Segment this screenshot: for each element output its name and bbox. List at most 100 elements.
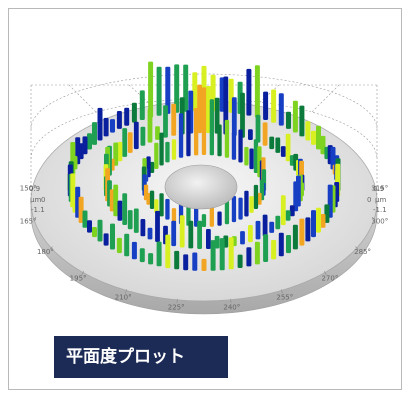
angle-tick [125,289,128,294]
right-scale-mid: 0 [367,196,371,204]
ring-1-bar [165,141,170,163]
ring-3-bar [174,64,180,113]
ring-2-bar [214,235,220,249]
ring-2-bar [275,215,281,230]
ring-1-bar [244,146,249,166]
angle-label: 285° [354,248,371,256]
ring-1-bar [224,119,230,158]
angle-tick [49,246,53,250]
left-scale-unit: µm [30,196,41,204]
ring-1-bar [149,161,155,173]
ring-2-bar [155,126,160,140]
ring-3-bar [299,105,305,137]
ring-2-bar [147,227,153,240]
angle-labels: 315° 300° 285° 270° 255° 240° 225° 210° 195° 180°… [20,185,388,312]
ring-1-bar [238,197,243,220]
ring-2-bar [255,114,261,143]
angle-label: 210° [115,294,132,302]
ring-3-bar [148,253,154,265]
angle-tick [323,271,327,275]
angle-label: 180° [37,248,54,256]
ring-3-bar [219,238,225,271]
ring-3-bar [320,135,326,155]
ring-3-bar [278,93,284,126]
ring-1-bar [165,198,170,220]
ring-3-bar [316,207,321,233]
angle-label: 195° [70,275,87,283]
ring-3-bar [263,234,269,262]
ring-1-bar [146,192,151,205]
angle-label: 300° [371,217,388,225]
ring-2-bar [117,141,123,162]
ring-3-bar [271,89,277,123]
ring-1-bar [209,99,214,156]
ring-3-bar [305,217,311,242]
angle-tick [371,186,376,189]
ring-3-bar [237,254,243,268]
ring-2-bar [147,108,153,143]
ring-1-bar [171,139,177,160]
ring-1-bar [253,184,259,209]
ring-2-bar [285,210,291,221]
ring-3-bar [286,235,291,254]
ring-3-bar [183,254,189,271]
ring-2-bar [280,146,286,157]
ring-3-bar [320,214,326,228]
ring-1-bar [159,193,164,217]
ring-3-bar [116,111,122,129]
left-scale-bottom: -1.1 [31,206,45,214]
ring-2-bar [206,229,211,249]
ring-2-bar [289,205,295,217]
ring-2-bar [248,225,253,243]
ring-1-bar [249,148,254,170]
angle-tick [230,298,232,303]
angle-label: 270° [321,275,338,283]
ring-3-bar [305,121,311,141]
ring-1-bar [253,139,259,173]
caption-label: 平面度プロット [54,336,228,378]
ring-1-bar [231,132,237,160]
ring-1-bar [201,214,207,227]
ring-1-bar [178,113,184,158]
ring-1-bar [149,190,155,209]
left-scale-top: 0.9 [29,185,40,193]
ring-2-bar [240,92,245,138]
ring-1-bar [201,87,207,155]
ring-3-bar [110,223,115,250]
ring-3-bar [124,107,130,126]
ring-3-bar [311,130,316,145]
ring-2-bar [127,210,133,230]
ring-2-bar [133,208,139,233]
ring-3-bar [82,136,88,155]
ring-3-bar [110,119,115,133]
ring-3-bar [311,210,316,238]
ring-3-bar [139,248,145,263]
ring-3-bar [103,117,109,137]
angle-label: 315° [371,185,388,193]
ring-3-bar [271,240,277,260]
ring-2-bar [171,220,177,247]
ring-3-bar [92,122,97,145]
ring-2-bar [269,221,275,233]
ring-2-bar [269,136,275,150]
ring-2-bar [293,181,299,212]
angle-label: 150° [20,185,37,193]
ring-2-bar [122,193,128,225]
ring-3-bar [246,247,252,267]
ring-3-bar [131,102,137,123]
ring-1-bar [224,200,230,225]
ring-1-bar [217,211,222,226]
ring-3-bar [286,111,291,129]
angle-label: 165° [20,217,37,225]
right-scale-bottom: -1.1 [373,206,387,214]
ring-1-bar [159,132,164,166]
ring-2-bar [231,97,237,136]
angle-tick [32,186,37,189]
ring-3-bar [156,66,162,116]
ring-3-bar [192,72,198,112]
angle-tick [280,289,283,294]
ring-2-bar [113,184,119,217]
ring-3-bar [210,240,216,271]
angle-tick [176,298,178,303]
ring-3-bar [316,125,321,150]
